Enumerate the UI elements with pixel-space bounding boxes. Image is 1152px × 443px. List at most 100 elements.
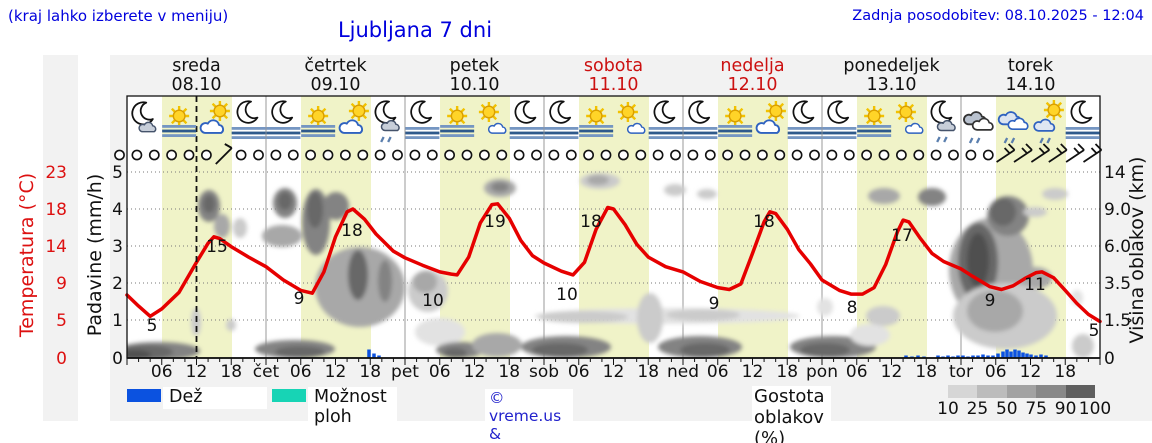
weather-icon-moon-fog xyxy=(1066,101,1100,139)
cloudheight-tick-1.5: 1.5 xyxy=(1104,311,1131,331)
hour-label: 12 xyxy=(186,362,208,382)
day-name: torek xyxy=(1007,56,1054,76)
weather-icon-moon-fog xyxy=(822,101,856,139)
weather-icon-moon-fog xyxy=(405,101,439,139)
wind-symbol-calm xyxy=(183,149,195,161)
day-date: 14.10 xyxy=(1005,75,1056,95)
day-abbr-pon: pon xyxy=(806,362,838,382)
density-stop-50: 50 xyxy=(995,399,1018,419)
wind-symbol-calm xyxy=(426,149,438,161)
day-name: četrtek xyxy=(304,56,367,76)
temp-tick-23: 23 xyxy=(45,163,67,183)
density-segment xyxy=(1006,385,1037,398)
density-stop-25: 25 xyxy=(966,399,989,419)
wind-symbol-calm xyxy=(531,149,542,161)
wind-symbol-calm xyxy=(704,149,716,161)
temp-label-10: 10 xyxy=(422,291,444,311)
weather-icon-moon-fog xyxy=(510,101,544,139)
hour-label: 06 xyxy=(151,362,173,382)
temp-label-18: 18 xyxy=(341,221,363,241)
density-segment xyxy=(977,385,1007,398)
page-title: Ljubljana 7 dni xyxy=(337,18,493,42)
precip-tick-4: 4 xyxy=(112,200,123,220)
hour-label: 18 xyxy=(776,362,798,382)
day-abbr-ned: ned xyxy=(667,362,699,382)
hour-label: 12 xyxy=(881,362,903,382)
wind-symbol-calm xyxy=(687,149,699,161)
hour-label: 06 xyxy=(846,362,868,382)
temp-label-17: 17 xyxy=(891,226,913,246)
copyright-link[interactable]: © vreme.us & vreme.pro xyxy=(485,389,573,443)
wind-symbol-calm xyxy=(461,149,473,161)
wind-symbol-calm xyxy=(322,149,334,161)
day-date: 12.10 xyxy=(727,75,778,95)
temperature-point-labels: 5 15 9 18 10 19 10 18 9 18 8 17 9 11 5 xyxy=(147,212,1100,341)
temp-label-5: 5 xyxy=(1089,321,1100,341)
hour-label: 12 xyxy=(464,362,486,382)
density-stop-100: 100 xyxy=(1078,399,1112,419)
precip-tick-2: 2 xyxy=(112,274,123,294)
wind-symbol-calm xyxy=(565,149,577,161)
temp-label-18: 18 xyxy=(753,212,775,232)
wind-symbol-calm xyxy=(600,149,612,161)
wind-symbol-calm xyxy=(392,149,403,161)
wind-symbol-calm xyxy=(652,149,664,161)
temp-label-11: 11 xyxy=(1024,275,1046,295)
wind-symbol-calm xyxy=(148,149,160,161)
wind-symbol-calm xyxy=(913,149,925,161)
wind-symbol-calm xyxy=(670,149,681,161)
wind-symbol-calm xyxy=(374,149,386,161)
day-header-nedelja: nedelja 12.10 xyxy=(683,57,822,95)
precip-tick-3: 3 xyxy=(112,237,123,257)
cloudheight-tick-14: 14 xyxy=(1104,163,1126,183)
wind-symbol-calm xyxy=(757,149,768,161)
temp-label-8: 8 xyxy=(847,298,858,318)
rain-bars xyxy=(367,349,1048,358)
last-update-label: Zadnja posodobitev: 08.10.2025 - 12:04 xyxy=(852,8,1144,24)
wind-symbol-calm xyxy=(618,149,629,161)
day-name: ponedeljek xyxy=(843,56,940,76)
day-name: sreda xyxy=(172,56,221,76)
axis-ticks xyxy=(126,358,1101,365)
hour-label: 18 xyxy=(915,362,937,382)
rain-legend-label: Dež xyxy=(163,387,267,409)
hour-label: 18 xyxy=(498,362,520,382)
wind-symbol-calm xyxy=(982,149,994,161)
day-header-sreda: sreda 08.10 xyxy=(127,57,266,95)
wind-symbol-calm xyxy=(305,149,317,161)
density-stop-90: 90 xyxy=(1054,399,1077,419)
cloudheight-tick-0: 0 xyxy=(1104,349,1115,369)
hour-label: 06 xyxy=(568,362,590,382)
hour-label: 12 xyxy=(742,362,764,382)
cloud-density-legend-label: Gostota oblakov (%) xyxy=(752,386,831,443)
temp-label-9: 9 xyxy=(985,291,996,311)
wind-symbol-calm xyxy=(287,149,299,161)
cloud-density-scale-bar xyxy=(948,385,1095,398)
hour-label: 18 xyxy=(637,362,659,382)
day-header-sobota: sobota 11.10 xyxy=(544,57,683,95)
wind-symbol-calm xyxy=(357,149,369,161)
temp-label-19: 19 xyxy=(484,212,506,232)
day-date: 08.10 xyxy=(171,75,222,95)
wind-symbol-calm xyxy=(339,149,351,161)
wind-symbol-calm xyxy=(843,149,855,161)
cloudheight-tick-6.0: 6.0 xyxy=(1104,237,1131,257)
cloudheight-tick-9.0: 9.0 xyxy=(1104,200,1131,220)
temp-label-9: 9 xyxy=(709,294,720,314)
weather-icon-moon-cloud-rain xyxy=(931,101,955,142)
hour-label: 12 xyxy=(325,362,347,382)
wind-symbol-calm xyxy=(409,149,421,161)
density-segment xyxy=(948,385,978,398)
wind-symbol-calm xyxy=(722,149,733,161)
wind-symbol-calm xyxy=(513,149,525,161)
precip-tick-5: 5 xyxy=(112,163,123,183)
temperature-curve xyxy=(125,202,1102,324)
wind-symbol-calm xyxy=(739,149,751,161)
wind-symbol-calm xyxy=(548,149,560,161)
day-header-petek: petek 10.10 xyxy=(405,57,544,95)
wind-symbol-calm xyxy=(791,149,803,161)
temp-label-9: 9 xyxy=(294,289,305,309)
wind-symbol-calm xyxy=(878,149,890,161)
